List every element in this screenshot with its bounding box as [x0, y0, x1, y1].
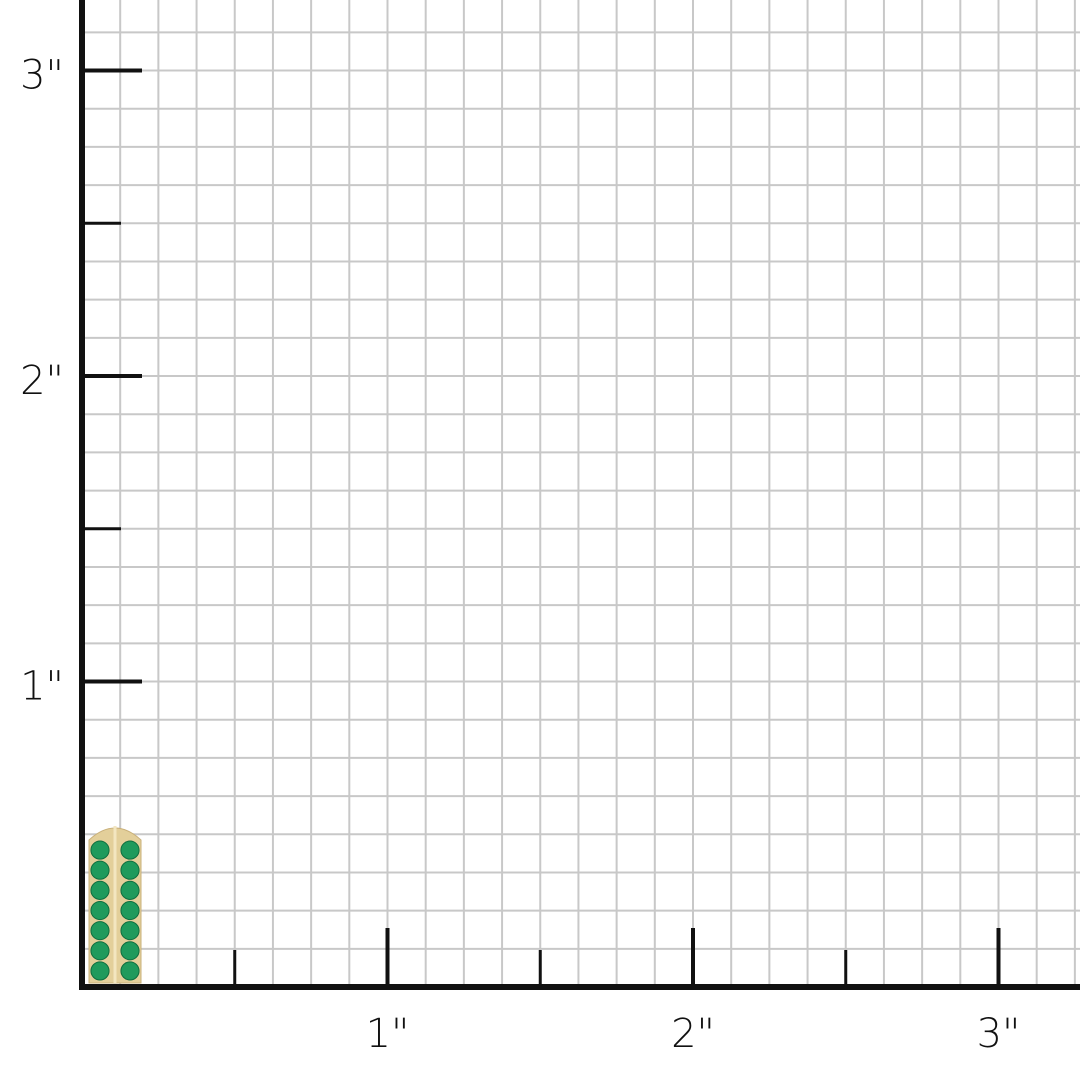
emerald-stone: [120, 840, 140, 860]
emerald-stone: [90, 860, 110, 880]
y-tick-label: 3": [20, 53, 64, 99]
emerald-stone: [120, 941, 140, 961]
emerald-stone: [90, 921, 110, 941]
emerald-stone: [120, 880, 140, 900]
emerald-stone: [120, 860, 140, 880]
y-tick-label: 1": [20, 664, 64, 710]
emerald-stone: [90, 900, 110, 921]
emerald-stone: [90, 941, 110, 961]
emerald-stone: [120, 961, 140, 981]
emerald-stone: [90, 840, 110, 860]
emerald-stone: [120, 900, 140, 921]
x-tick-label: 3": [977, 1011, 1021, 1057]
emerald-stone: [90, 880, 110, 900]
x-tick-label: 2": [671, 1011, 715, 1057]
y-tick-label: 2": [20, 358, 64, 404]
x-tick-label: 1": [366, 1011, 410, 1057]
emerald-stone: [120, 921, 140, 941]
emerald-stone: [90, 961, 110, 981]
